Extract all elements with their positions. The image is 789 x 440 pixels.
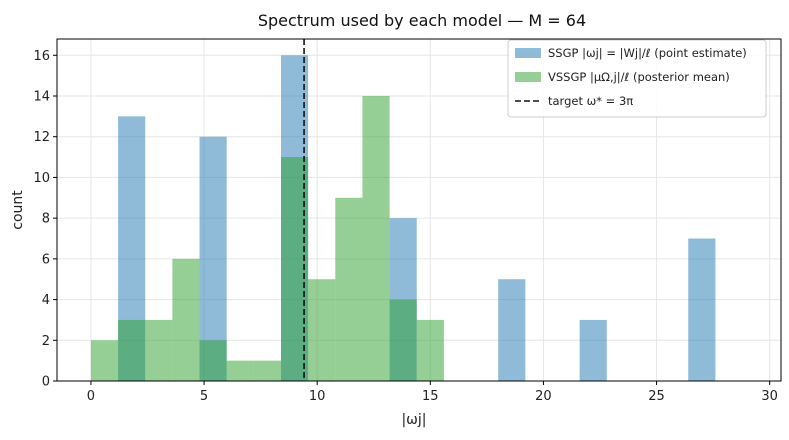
legend-box [507, 39, 767, 118]
x-axis-label: |ωj| [401, 412, 426, 428]
legend-ssgp-label: SSGP |ωj| = |Wj|/ℓ (point estimate) [548, 46, 747, 60]
vssgp-bar [253, 360, 281, 381]
legend-vssgp-swatch [515, 72, 541, 82]
vssgp-bar [362, 96, 390, 381]
vssgp-bar [199, 340, 227, 381]
ssgp-bar [688, 238, 716, 381]
x-tick-label: 20 [535, 389, 552, 404]
y-axis-ticks: 0 2 4 6 8 10 12 14 16 [33, 49, 57, 390]
legend-target-label: target ω* = 3π [548, 94, 633, 108]
y-tick-label: 6 [42, 252, 50, 267]
vssgp-bar [90, 340, 119, 381]
y-tick-label: 12 [33, 130, 50, 145]
y-tick-label: 16 [33, 49, 50, 64]
vssgp-bar [172, 258, 200, 381]
x-tick-label: 5 [200, 389, 208, 404]
x-tick-label: 0 [87, 389, 95, 404]
x-tick-label: 15 [422, 389, 439, 404]
ssgp-bar [498, 279, 526, 381]
chart-title: Spectrum used by each model — M = 64 [258, 11, 586, 30]
legend: SSGP |ωj| = |Wj|/ℓ (point estimate) VSSGP… [507, 39, 767, 118]
y-tick-label: 2 [42, 334, 50, 349]
vssgp-bar [118, 319, 146, 381]
y-tick-label: 0 [42, 375, 50, 390]
x-tick-label: 25 [648, 389, 665, 404]
vssgp-bar [416, 319, 444, 381]
ssgp-bar [579, 319, 607, 381]
y-tick-label: 10 [33, 171, 50, 186]
vssgp-bar [145, 319, 173, 381]
vssgp-bars [90, 96, 444, 381]
x-tick-label: 10 [309, 389, 326, 404]
vssgp-bar [308, 279, 336, 381]
vssgp-bar [389, 299, 417, 381]
vssgp-bar [226, 360, 254, 381]
legend-ssgp-swatch [515, 48, 541, 58]
legend-vssgp-label: VSSGP |μΩ,j|/ℓ (posterior mean) [548, 70, 730, 84]
vssgp-bar [335, 197, 363, 381]
y-tick-label: 4 [42, 293, 50, 308]
y-axis-label: count [10, 190, 26, 230]
plot-frame [56, 38, 782, 382]
x-tick-label: 30 [761, 389, 778, 404]
x-axis-ticks: 0 5 10 15 20 25 30 [87, 381, 778, 404]
y-tick-label: 8 [42, 212, 50, 227]
y-tick-label: 14 [33, 90, 50, 105]
